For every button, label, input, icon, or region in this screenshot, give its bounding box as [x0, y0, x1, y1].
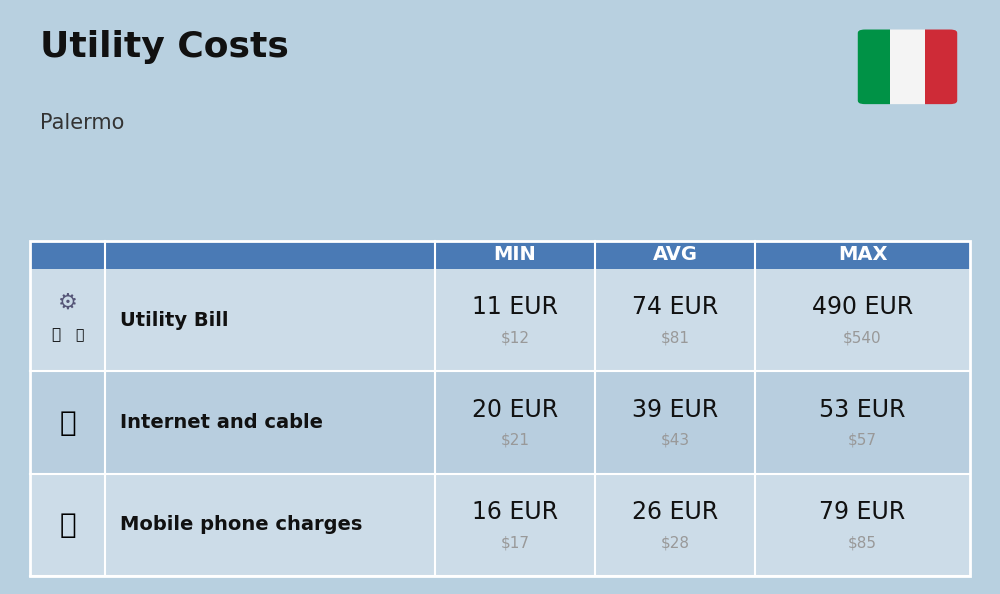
Text: 490 EUR: 490 EUR [812, 295, 913, 319]
Text: 74 EUR: 74 EUR [632, 295, 718, 319]
Text: Utility Costs: Utility Costs [40, 30, 289, 64]
Text: 16 EUR: 16 EUR [472, 500, 558, 524]
Text: Internet and cable: Internet and cable [120, 413, 323, 432]
Text: 🔌: 🔌 [51, 328, 60, 343]
Text: Utility Bill: Utility Bill [120, 311, 228, 330]
Text: $21: $21 [501, 433, 530, 448]
Text: $17: $17 [501, 535, 530, 550]
Text: $12: $12 [501, 331, 530, 346]
FancyBboxPatch shape [30, 269, 970, 371]
FancyBboxPatch shape [855, 27, 890, 107]
FancyBboxPatch shape [30, 371, 970, 474]
Text: 📱: 📱 [59, 511, 76, 539]
Text: MAX: MAX [838, 245, 887, 264]
Text: 20 EUR: 20 EUR [472, 397, 558, 422]
Text: 📡: 📡 [59, 409, 76, 437]
Text: AVG: AVG [652, 245, 698, 264]
Text: 79 EUR: 79 EUR [819, 500, 906, 524]
Text: $85: $85 [848, 535, 877, 550]
Text: Mobile phone charges: Mobile phone charges [120, 516, 362, 535]
Text: Palermo: Palermo [40, 113, 124, 133]
Text: ⚙: ⚙ [58, 292, 78, 312]
Text: 53 EUR: 53 EUR [819, 397, 906, 422]
Text: $540: $540 [843, 331, 882, 346]
Text: $57: $57 [848, 433, 877, 448]
Text: 💧: 💧 [75, 328, 84, 342]
FancyBboxPatch shape [30, 474, 970, 576]
Text: 26 EUR: 26 EUR [632, 500, 718, 524]
FancyBboxPatch shape [890, 27, 925, 107]
Text: 39 EUR: 39 EUR [632, 397, 718, 422]
FancyBboxPatch shape [925, 27, 960, 107]
Text: 11 EUR: 11 EUR [472, 295, 558, 319]
Text: $28: $28 [660, 535, 690, 550]
FancyBboxPatch shape [30, 241, 970, 269]
Text: MIN: MIN [494, 245, 536, 264]
Text: $43: $43 [660, 433, 690, 448]
Text: $81: $81 [660, 331, 690, 346]
